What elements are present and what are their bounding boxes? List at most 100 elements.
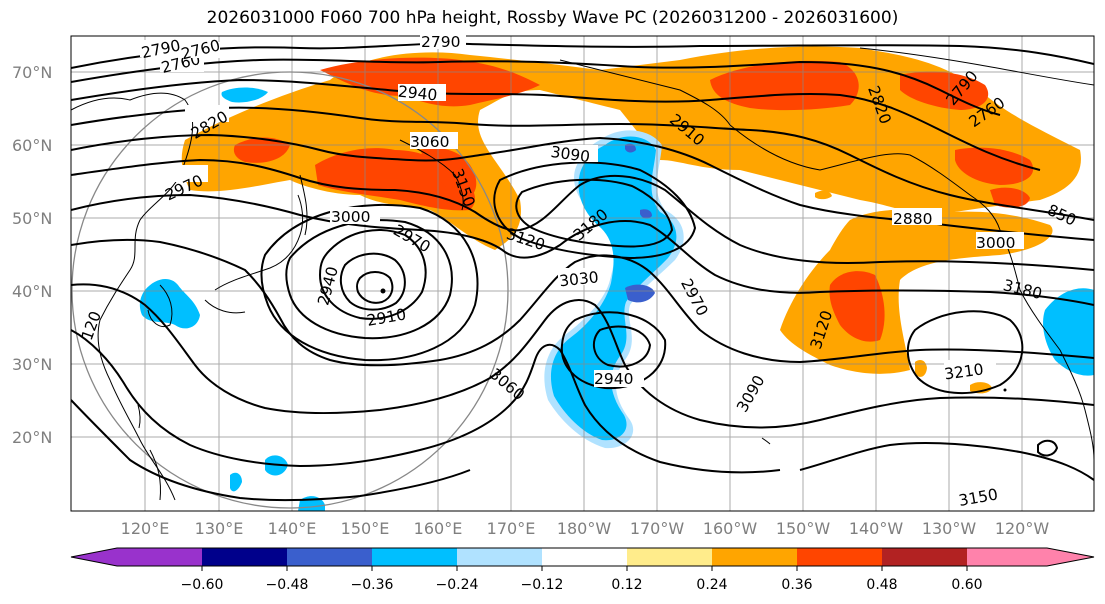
contour-line — [906, 310, 1024, 395]
coast-arctic — [859, 47, 1094, 86]
lon-label: 130°W — [922, 519, 977, 538]
contour-line — [71, 42, 1094, 69]
lon-label: 120°E — [121, 519, 170, 538]
low-center-marker — [380, 288, 386, 294]
contour-line — [71, 78, 1041, 171]
contour-label: 3000 — [976, 234, 1015, 252]
lon-label: 130°E — [195, 519, 244, 538]
colorbar-segment — [967, 548, 1047, 566]
shade-blue-small-3 — [230, 472, 242, 492]
colorbar-segment — [457, 548, 542, 566]
lat-label: 70°N — [12, 63, 52, 82]
colorbar-tick-label: −0.48 — [266, 577, 309, 593]
colorbar-ticks — [201, 566, 968, 571]
contour-label: 3000 — [331, 208, 370, 226]
coast-hawaii — [761, 437, 771, 445]
lon-label: 140°W — [849, 519, 904, 538]
colorbar-tick-label: −0.24 — [436, 577, 479, 593]
lon-label: 160°W — [703, 519, 758, 538]
colorbar-tick-label: −0.12 — [521, 577, 564, 593]
colorbar-segment — [287, 548, 372, 566]
lat-label: 60°N — [12, 136, 52, 155]
contour-line — [71, 193, 1094, 306]
lon-label: 170°E — [487, 519, 536, 538]
colorbar-tick-label: 0.48 — [866, 577, 897, 593]
longitude-labels: 120°E 130°E 140°E 150°E 160°E 170°E 180°… — [121, 519, 1050, 538]
contour-line — [592, 325, 652, 368]
contour-line — [493, 161, 697, 260]
shade-red-gulf — [955, 147, 1034, 185]
contour-line — [560, 311, 667, 390]
shade-orange-small-3 — [815, 190, 832, 200]
contour-line — [71, 106, 1094, 221]
lat-label: 50°N — [12, 209, 52, 228]
shade-blue-siberia — [221, 87, 268, 103]
colorbar-tick-label: 0.36 — [781, 577, 812, 593]
lon-label: 150°E — [341, 519, 390, 538]
shade-red-canada — [990, 187, 1030, 208]
map-title: 2026031000 F060 700 hPa height, Rossby W… — [206, 8, 899, 28]
lon-label: 140°E — [268, 519, 317, 538]
colorbar-segment — [797, 548, 882, 566]
coast-sakhalin — [299, 174, 308, 236]
coastlines — [71, 47, 1094, 501]
shade-darkblue-central-1 — [625, 284, 655, 303]
shade-darkblue-central-3 — [625, 143, 636, 153]
colorbar-extend-low — [71, 548, 117, 566]
contour-label: 2880 — [893, 210, 932, 228]
coast-na-west — [999, 229, 1094, 461]
colorbar-outline — [70, 547, 1095, 567]
colorbar-tick-label: 0.24 — [696, 577, 727, 593]
colorbar-segment — [712, 548, 797, 566]
shade-red-subtropical — [829, 271, 885, 342]
lon-label: 180°W — [557, 519, 612, 538]
contour-line — [1037, 439, 1059, 457]
contour-line — [71, 329, 781, 474]
contour-line — [71, 58, 1001, 116]
height-contours — [71, 42, 1094, 502]
contour-line — [355, 271, 394, 304]
coast-philippines — [149, 449, 161, 501]
map-frame — [70, 35, 1095, 512]
contour-label: 2940 — [594, 370, 633, 388]
colorbar: −0.60 −0.48 −0.36 −0.24 −0.12 0.12 0.24 … — [70, 547, 1095, 593]
radius-circle — [71, 71, 509, 509]
lon-label: 150°W — [776, 519, 831, 538]
lat-label: 40°N — [12, 282, 52, 301]
contour-line — [71, 283, 1094, 429]
colorbar-segment — [202, 548, 287, 566]
lat-label: 30°N — [12, 355, 52, 374]
contour-label: 3030 — [558, 268, 599, 290]
contour-line — [71, 238, 1094, 367]
colorbar-segment — [372, 548, 457, 566]
coast-korea — [147, 284, 173, 327]
contour-label: 2940 — [397, 83, 438, 105]
latitude-labels: 70°N 60°N 50°N 40°N 30°N 20°N — [12, 63, 52, 447]
colorbar-segment — [627, 548, 712, 566]
colorbar-extend-high — [1047, 548, 1094, 566]
colorbar-tick-label: −0.36 — [351, 577, 394, 593]
contour-label: 2790 — [421, 33, 460, 51]
colorbar-tick-label: 0.60 — [951, 577, 982, 593]
coast-taiwan — [137, 404, 141, 429]
colorbar-segment — [542, 548, 627, 566]
contour-line — [71, 158, 1094, 271]
high-center-marker — [1003, 388, 1007, 392]
contour-line — [71, 133, 1094, 241]
contour-line — [339, 252, 406, 311]
lon-label: 160°E — [414, 519, 463, 538]
coast-bering — [559, 59, 731, 126]
contour-label: 3210 — [943, 360, 985, 383]
coast-asia — [71, 92, 194, 501]
contour-line — [515, 178, 674, 248]
contour-line — [318, 229, 427, 320]
lat-label: 20°N — [12, 428, 52, 447]
contour-label: 3060 — [410, 133, 449, 151]
contour-line — [71, 399, 1094, 502]
shade-darkblue-central-2 — [640, 209, 652, 219]
contour-line — [260, 203, 479, 362]
coast-japan — [204, 194, 304, 314]
colorbar-segment — [117, 548, 202, 566]
colorbar-segment — [882, 548, 967, 566]
